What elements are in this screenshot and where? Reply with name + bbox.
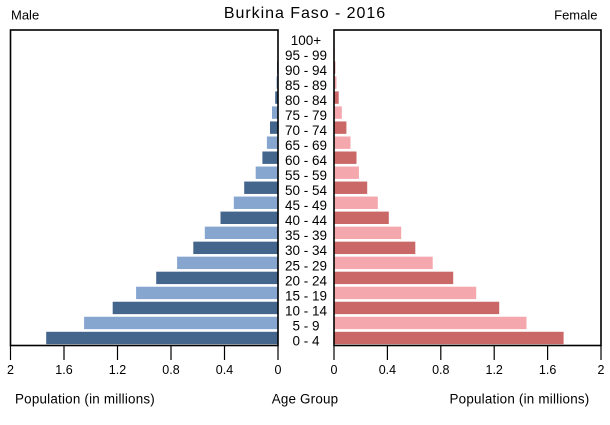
svg-text:Age Group: Age Group: [272, 392, 339, 407]
svg-text:2: 2: [598, 363, 605, 377]
svg-text:50 - 54: 50 - 54: [285, 183, 328, 198]
svg-text:45 - 49: 45 - 49: [285, 198, 327, 213]
svg-text:95 - 99: 95 - 99: [285, 48, 327, 63]
svg-text:65 - 69: 65 - 69: [285, 138, 327, 153]
svg-text:0.4: 0.4: [216, 363, 233, 377]
svg-text:Male: Male: [11, 8, 39, 23]
svg-text:90 - 94: 90 - 94: [285, 63, 328, 78]
svg-text:30 - 34: 30 - 34: [285, 243, 328, 258]
svg-text:15 - 19: 15 - 19: [285, 288, 327, 303]
svg-text:55 - 59: 55 - 59: [285, 168, 327, 183]
svg-text:0.8: 0.8: [162, 363, 179, 377]
svg-text:Population (in millions): Population (in millions): [15, 391, 155, 406]
svg-text:0: 0: [331, 363, 338, 377]
svg-text:1.2: 1.2: [486, 363, 503, 377]
svg-text:0.4: 0.4: [379, 363, 396, 377]
svg-text:75 - 79: 75 - 79: [285, 108, 327, 123]
svg-text:1.6: 1.6: [539, 363, 556, 377]
svg-text:40 - 44: 40 - 44: [285, 213, 328, 228]
svg-text:10 - 14: 10 - 14: [285, 303, 328, 318]
svg-text:60 - 64: 60 - 64: [285, 153, 328, 168]
svg-text:70 - 74: 70 - 74: [285, 123, 328, 138]
svg-text:Population (in millions): Population (in millions): [450, 391, 590, 406]
svg-text:85 - 89: 85 - 89: [285, 78, 327, 93]
svg-text:1.6: 1.6: [55, 363, 72, 377]
svg-text:5 - 9: 5 - 9: [292, 318, 319, 333]
svg-text:35 - 39: 35 - 39: [285, 228, 327, 243]
svg-text:80 - 84: 80 - 84: [285, 93, 328, 108]
svg-text:100+: 100+: [291, 33, 322, 48]
svg-text:25 - 29: 25 - 29: [285, 258, 327, 273]
svg-text:20 - 24: 20 - 24: [285, 273, 328, 288]
svg-text:Burkina Faso - 2016: Burkina Faso - 2016: [224, 5, 386, 22]
svg-text:0 - 4: 0 - 4: [292, 333, 320, 348]
svg-text:2: 2: [7, 363, 14, 377]
svg-text:0.8: 0.8: [432, 363, 449, 377]
svg-text:0: 0: [275, 363, 282, 377]
svg-text:Female: Female: [554, 8, 597, 23]
svg-text:1.2: 1.2: [109, 363, 126, 377]
